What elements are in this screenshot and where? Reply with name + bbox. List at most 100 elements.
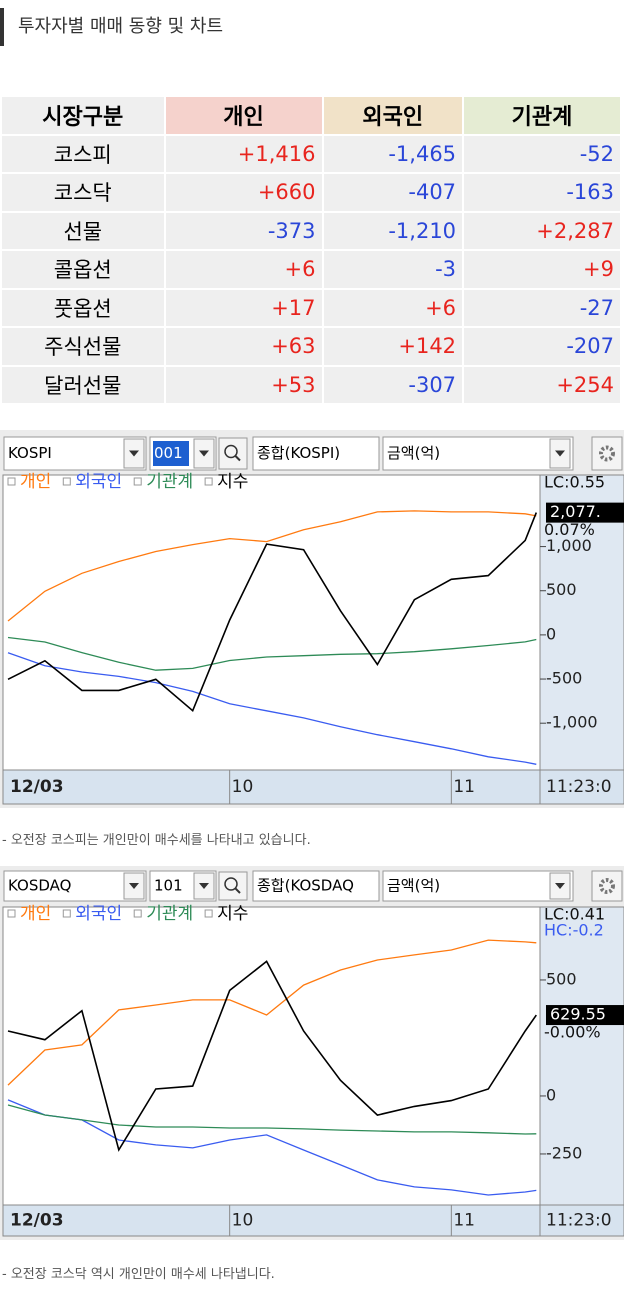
search-button[interactable] (218, 871, 248, 901)
settings-button[interactable] (591, 436, 623, 471)
cell: -373 (165, 212, 322, 249)
legend-swatch (133, 477, 142, 486)
market-box (252, 870, 380, 902)
cell: -307 (323, 366, 463, 403)
legend-label: 지수 (217, 472, 248, 492)
header-cell: 기관계 (464, 97, 620, 134)
legend-label: 외국인 (75, 472, 122, 492)
symbol-box (3, 870, 147, 902)
table-row: 달러선물 +53 -307 +254 (2, 366, 620, 403)
time-bar (2, 1204, 624, 1237)
symbol: KOSDAQ (8, 877, 71, 895)
unit: 금액(억) (387, 877, 440, 895)
cell: -52 (464, 135, 620, 172)
settings-icon (599, 878, 615, 894)
table-row: 선물 -373 -1,210 +2,287 (2, 212, 620, 249)
cell: 주식선물 (2, 328, 164, 365)
table-row: 풋옵션 +17 +6 -27 (2, 289, 620, 326)
search-icon (224, 444, 238, 459)
cell: 풋옵션 (2, 289, 164, 326)
series-line (7, 1104, 537, 1135)
cell: 코스닥 (2, 174, 164, 211)
x-tick-label: 11 (453, 1211, 475, 1231)
x-tick-label: 10 (232, 1211, 254, 1231)
legend-label: 기관계 (146, 904, 193, 924)
caption: - 오전장 코스닥 역시 개인만이 매수세 나타냅니다. (2, 1267, 275, 1282)
x-tick-label: 12/03 (10, 777, 64, 797)
table-header: 시장구분 개인 외국인 기관계 (2, 97, 620, 134)
series-line (7, 512, 538, 713)
cell: -163 (464, 174, 620, 211)
cell: +9 (464, 251, 620, 288)
y-tick-label: 500 (546, 969, 577, 988)
legend-swatch (62, 909, 71, 918)
cell: 콜옵션 (2, 251, 164, 288)
code: 001 (154, 444, 183, 462)
symbol: KOSPI (8, 444, 52, 462)
legend-swatch (62, 477, 71, 486)
right-axis-area (539, 474, 624, 771)
market: 종합(KOSDAQ (257, 877, 354, 895)
annotation: 0.07% (544, 520, 595, 539)
legend-label: 개인 (20, 472, 51, 492)
current-time: 11:23:0 (546, 777, 612, 797)
header-cell: 개인 (165, 97, 322, 134)
plot-area (2, 906, 541, 1206)
series-line (7, 510, 537, 622)
cell: +17 (165, 289, 322, 326)
cell: +254 (464, 366, 620, 403)
annotation: -0.00% (544, 1023, 601, 1042)
dropdown-arrow (129, 883, 139, 889)
current-index-box (546, 1005, 624, 1026)
y-tick-label: 1,000 (546, 536, 592, 555)
current-index: 2,077. (550, 502, 601, 521)
cell: 코스피 (2, 135, 164, 172)
cell: +2,287 (464, 212, 620, 249)
cell: +142 (323, 328, 463, 365)
cell: +1,416 (165, 135, 322, 172)
cell: -27 (464, 289, 620, 326)
legend-swatch (133, 909, 142, 918)
legend-swatch (204, 477, 213, 486)
cell: +6 (323, 289, 463, 326)
table-row: 코스피 +1,416 -1,465 -52 (2, 135, 620, 172)
cell: 달러선물 (2, 366, 164, 403)
y-tick-label: 0 (546, 1085, 556, 1104)
unit-box (382, 870, 574, 902)
cell: -1,465 (323, 135, 463, 172)
code: 101 (154, 877, 183, 895)
series-line (7, 939, 537, 1086)
caption: - 오전장 코스피는 개인만이 매수세를 나타내고 있습니다. (2, 833, 311, 848)
plot-area (2, 474, 541, 771)
unit-box (382, 436, 574, 471)
search-icon (234, 887, 241, 894)
cell: -207 (464, 328, 620, 365)
series-line (7, 636, 537, 671)
y-tick-label: -250 (546, 1143, 582, 1162)
settings-button[interactable] (591, 870, 623, 902)
legend-label: 기관계 (146, 472, 193, 492)
search-button[interactable] (218, 437, 248, 470)
legend-label: 외국인 (75, 904, 122, 924)
y-tick-label: 500 (546, 580, 577, 599)
section-title: 투자자별 매매 동향 및 차트 (0, 8, 624, 46)
market-box (252, 436, 380, 471)
y-tick-label: -1,000 (546, 713, 598, 732)
current-index: 629.55 (550, 1005, 606, 1024)
cell: -3 (323, 251, 463, 288)
dropdown-arrow (555, 883, 565, 889)
search-icon (224, 877, 238, 891)
annotation: HC:-0.2 (544, 921, 604, 940)
selection (153, 441, 189, 466)
x-tick-label: 11 (453, 777, 475, 797)
cell: 선물 (2, 212, 164, 249)
legend-label: 지수 (217, 904, 248, 924)
legend-label: 개인 (20, 904, 51, 924)
cell: +63 (165, 328, 322, 365)
annotation: LC:0.41 (544, 905, 605, 924)
cell: +6 (165, 251, 322, 288)
legend-swatch (7, 477, 16, 486)
market: 종합(KOSPI) (257, 444, 340, 462)
y-tick-label: -500 (546, 669, 582, 688)
